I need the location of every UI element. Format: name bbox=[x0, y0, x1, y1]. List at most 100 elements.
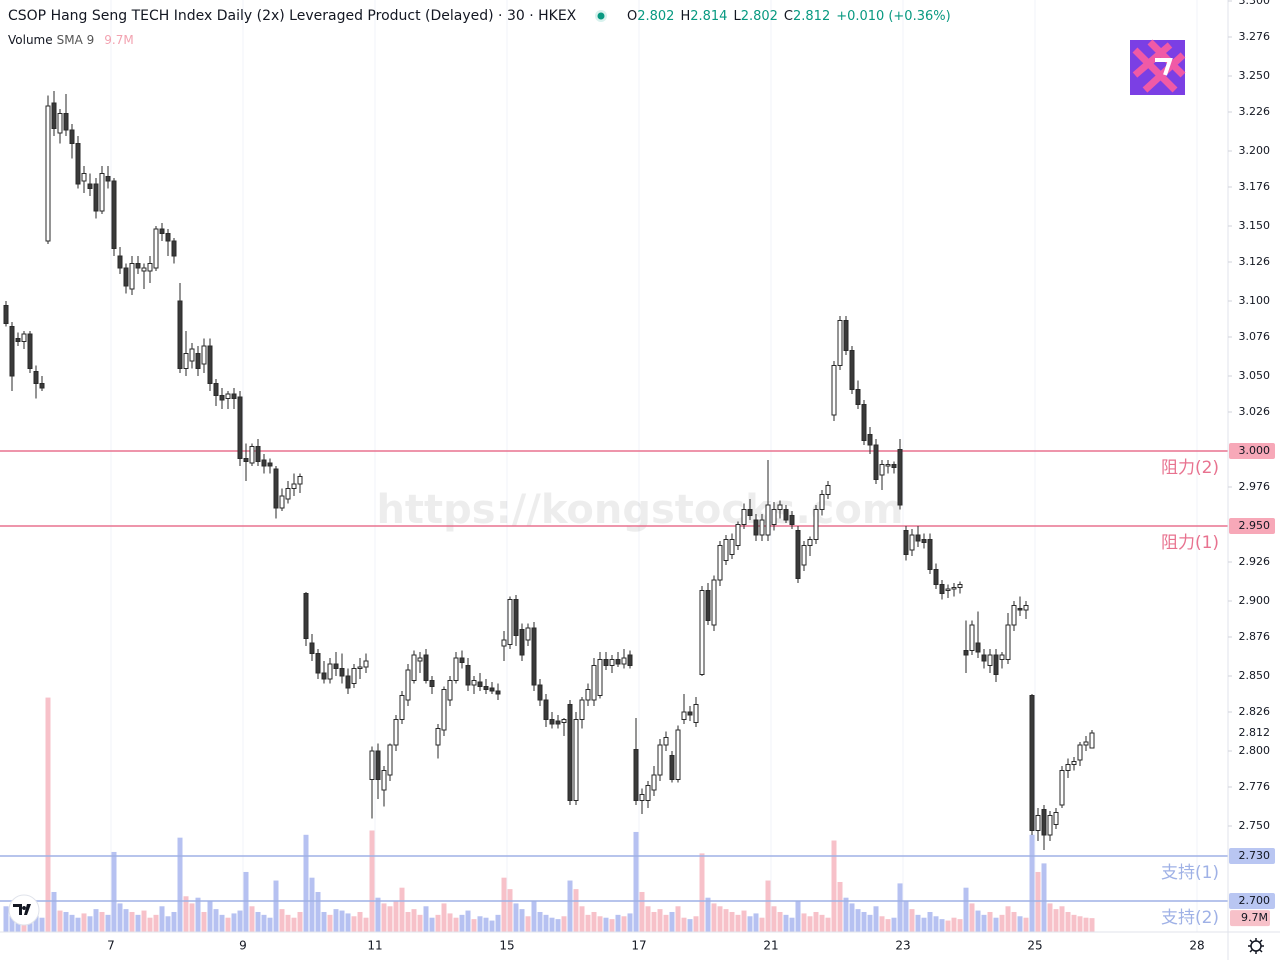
volume-bar bbox=[555, 919, 561, 932]
volume-bar bbox=[333, 909, 339, 932]
candle-body bbox=[789, 515, 795, 525]
candle-body bbox=[531, 627, 537, 686]
candle-body bbox=[375, 750, 381, 780]
legend-change: +0.010 bbox=[836, 9, 884, 24]
candle-body bbox=[369, 750, 375, 780]
y-tick-label: 3.100 bbox=[1239, 294, 1271, 307]
settings-icon[interactable] bbox=[1248, 938, 1264, 954]
volume-bar bbox=[75, 917, 81, 932]
volume-bar bbox=[291, 917, 297, 932]
volume-bar bbox=[705, 897, 711, 932]
volume-bar bbox=[279, 909, 285, 932]
candle-body bbox=[765, 504, 771, 536]
candle-body bbox=[1089, 732, 1095, 749]
candle-body bbox=[489, 687, 495, 692]
candle-body bbox=[363, 660, 369, 668]
volume-bar bbox=[621, 916, 627, 932]
time-axis: 7 9 11 15 17 21 23 25 28 bbox=[107, 939, 1204, 953]
volume-bar bbox=[789, 917, 795, 932]
legend-label: C bbox=[784, 9, 793, 24]
candle-body bbox=[171, 240, 177, 257]
candle-body bbox=[483, 686, 489, 690]
volume-bar bbox=[1089, 918, 1095, 932]
candle-body bbox=[111, 180, 117, 249]
volume-bar bbox=[663, 914, 669, 932]
volume-legend: Volume SMA 9 9.7M bbox=[8, 33, 134, 47]
candle-body bbox=[873, 444, 879, 480]
candle-body bbox=[987, 654, 993, 666]
volume-bar bbox=[183, 896, 189, 932]
candle-body bbox=[33, 371, 39, 384]
volume-bar bbox=[765, 880, 771, 932]
candle-body bbox=[231, 393, 237, 399]
volume-bar bbox=[393, 900, 399, 932]
candle-body bbox=[405, 669, 411, 701]
candle-body bbox=[465, 665, 471, 686]
candle-body bbox=[591, 665, 597, 701]
volume-bar bbox=[267, 917, 273, 932]
volume-bar bbox=[879, 916, 885, 932]
candle-body bbox=[219, 395, 225, 401]
candle-body bbox=[831, 365, 837, 416]
candle-body bbox=[837, 320, 843, 366]
volume-title: Volume bbox=[8, 33, 53, 47]
candle-body bbox=[471, 680, 477, 686]
legend-label: H bbox=[680, 9, 690, 24]
candle-body bbox=[909, 534, 915, 551]
volume-bar bbox=[651, 911, 657, 932]
candle-body bbox=[393, 719, 399, 746]
volume-bar bbox=[831, 840, 837, 932]
volume-bar bbox=[81, 913, 87, 932]
volume-bar bbox=[609, 919, 615, 932]
volume-bar bbox=[543, 914, 549, 932]
volume-bar bbox=[201, 911, 207, 932]
candle-body bbox=[189, 348, 195, 362]
candle-body bbox=[417, 657, 423, 662]
x-tick-label: 23 bbox=[895, 939, 910, 953]
volume-bar bbox=[69, 914, 75, 932]
volume-bar bbox=[159, 906, 165, 932]
volume-bar bbox=[261, 914, 267, 932]
price-axis: 3.300 3.276 3.250 3.226 3.200 3.176 3.150 3.126… bbox=[1228, 0, 1275, 927]
candle-body bbox=[21, 333, 27, 342]
legend-label: L bbox=[733, 9, 741, 24]
candle-body bbox=[399, 695, 405, 720]
candle-body bbox=[843, 320, 849, 351]
volume-bar bbox=[1029, 834, 1035, 932]
volume-bar bbox=[627, 913, 633, 932]
volume-bar bbox=[921, 917, 927, 932]
candle-body bbox=[3, 305, 9, 324]
volume-bar bbox=[213, 909, 219, 932]
candle-body bbox=[597, 659, 603, 696]
candle-body bbox=[855, 389, 861, 405]
volume-bar bbox=[957, 919, 963, 932]
volume-bar bbox=[189, 903, 195, 932]
volume-bar bbox=[207, 900, 213, 932]
candle-body bbox=[825, 485, 831, 495]
level-text: 阻力(2) bbox=[1161, 458, 1219, 478]
settings-icon[interactable] bbox=[1248, 938, 1264, 954]
candle-body bbox=[9, 326, 15, 377]
level-tag-label: 2.950 bbox=[1239, 519, 1271, 532]
volume-bar bbox=[519, 909, 525, 932]
volume-bar bbox=[435, 914, 441, 932]
y-tick-label: 3.200 bbox=[1239, 144, 1271, 157]
level-tag bbox=[1229, 518, 1275, 534]
volume-bar bbox=[777, 911, 783, 932]
candle-body bbox=[75, 143, 81, 185]
candle-body bbox=[687, 711, 693, 716]
candle-body bbox=[1077, 744, 1083, 761]
candle-body bbox=[255, 446, 261, 462]
volume-bar bbox=[105, 914, 111, 932]
x-tick-label: 17 bbox=[631, 939, 646, 953]
volume-bar bbox=[855, 909, 861, 932]
candle-body bbox=[243, 458, 249, 462]
candle-body bbox=[1017, 608, 1023, 611]
volume-bar bbox=[441, 903, 447, 932]
candle-body bbox=[291, 483, 297, 489]
candle-body bbox=[933, 569, 939, 585]
volume-bar bbox=[483, 917, 489, 932]
volume-bar bbox=[549, 917, 555, 932]
candle-body bbox=[357, 666, 363, 669]
volume-bar bbox=[195, 897, 201, 932]
